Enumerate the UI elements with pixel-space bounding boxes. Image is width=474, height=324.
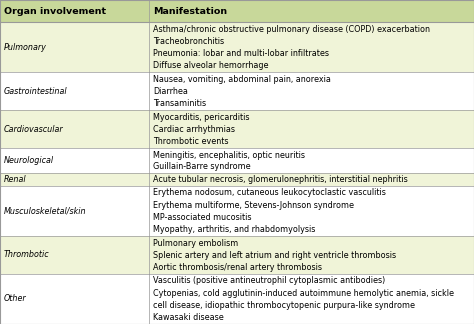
Text: Aortic thrombosis/renal artery thrombosis: Aortic thrombosis/renal artery thrombosi… [153, 262, 322, 272]
Bar [0, 22, 474, 73]
Text: Renal: Renal [4, 175, 27, 184]
Text: Tracheobronchitis: Tracheobronchitis [153, 37, 224, 46]
Text: Other: Other [4, 294, 27, 303]
Text: Splenic artery and left atrium and right ventricle thrombosis: Splenic artery and left atrium and right… [153, 251, 396, 260]
Text: Acute tubular necrosis, glomerulonephritis, interstitial nephritis: Acute tubular necrosis, glomerulonephrit… [153, 175, 408, 184]
Text: Cardiac arrhythmias: Cardiac arrhythmias [153, 125, 235, 134]
Text: MP-associated mucositis: MP-associated mucositis [153, 213, 252, 222]
Text: Myopathy, arthritis, and rhabdomyolysis: Myopathy, arthritis, and rhabdomyolysis [153, 225, 316, 234]
Text: Pneumonia: lobar and multi-lobar infiltrates: Pneumonia: lobar and multi-lobar infiltr… [153, 49, 329, 58]
Bar [0, 236, 474, 274]
Text: Kawasaki disease: Kawasaki disease [153, 313, 224, 322]
Text: Nausea, vomiting, abdominal pain, anorexia: Nausea, vomiting, abdominal pain, anorex… [153, 75, 331, 84]
Bar [0, 186, 474, 236]
Bar [0, 73, 474, 110]
Bar [0, 148, 474, 173]
Text: Diarrhea: Diarrhea [153, 87, 188, 96]
Bar [0, 173, 474, 186]
Text: Guillain-Barre syndrome: Guillain-Barre syndrome [153, 162, 251, 171]
Text: cell disease, idiopathic thrombocytopenic purpura-like syndrome: cell disease, idiopathic thrombocytopeni… [153, 301, 415, 310]
Bar [0, 0, 474, 22]
Text: Erythema nodosum, cutaneous leukocytoclastic vasculitis: Erythema nodosum, cutaneous leukocytocla… [153, 189, 386, 197]
Text: Myocarditis, pericarditis: Myocarditis, pericarditis [153, 113, 250, 122]
Text: Neurological: Neurological [4, 156, 54, 165]
Text: Musculoskeletal/skin: Musculoskeletal/skin [4, 206, 86, 215]
Bar [0, 274, 474, 324]
Text: Cardiovascular: Cardiovascular [4, 124, 64, 133]
Text: Meningitis, encephalitis, optic neuritis: Meningitis, encephalitis, optic neuritis [153, 151, 305, 160]
Text: Erythema multiforme, Stevens-Johnson syndrome: Erythema multiforme, Stevens-Johnson syn… [153, 201, 354, 210]
Text: Pulmonary embolism: Pulmonary embolism [153, 239, 238, 248]
Text: Thrombotic events: Thrombotic events [153, 137, 228, 146]
Text: Organ involvement: Organ involvement [4, 6, 106, 16]
Text: Manifestation: Manifestation [153, 6, 227, 16]
Text: Vasculitis (positive antineutrophil cytoplasmic antibodies): Vasculitis (positive antineutrophil cyto… [153, 276, 385, 285]
Text: Pulmonary: Pulmonary [4, 43, 46, 52]
Text: Thrombotic: Thrombotic [4, 250, 49, 259]
Text: Transaminitis: Transaminitis [153, 99, 206, 108]
Bar [0, 110, 474, 148]
Text: Asthma/chronic obstructive pulmonary disease (COPD) exacerbation: Asthma/chronic obstructive pulmonary dis… [153, 25, 430, 34]
Text: Cytopenias, cold agglutinin-induced autoimmune hemolytic anemia, sickle: Cytopenias, cold agglutinin-induced auto… [153, 289, 454, 297]
Text: Diffuse alveolar hemorrhage: Diffuse alveolar hemorrhage [153, 61, 269, 70]
Text: Gastrointestinal: Gastrointestinal [4, 87, 67, 96]
